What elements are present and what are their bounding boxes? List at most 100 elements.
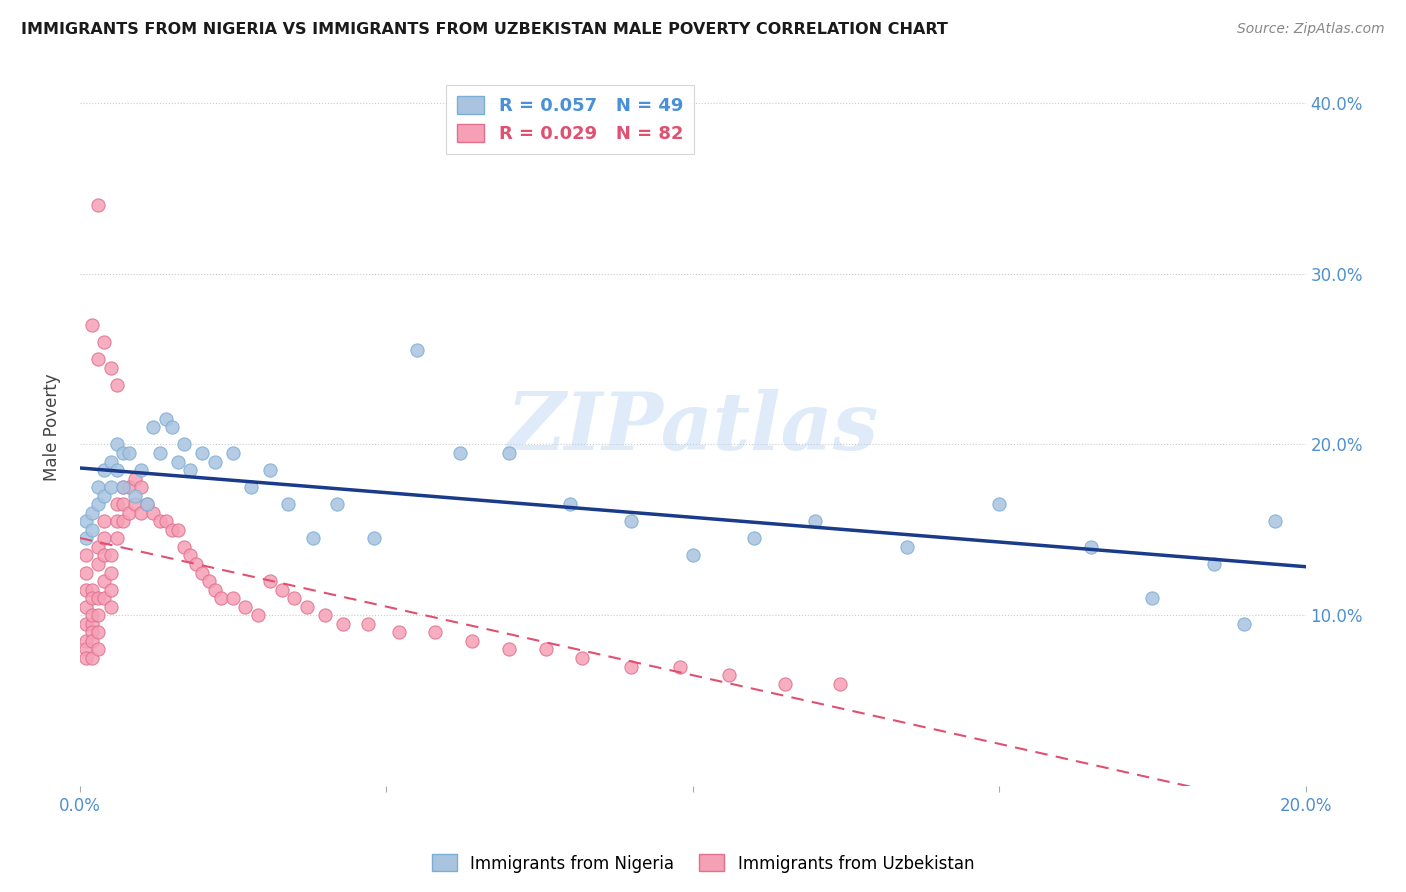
Point [387,625,409,640]
Point [82,582,104,597]
Point [209,591,232,606]
Point [179,463,201,477]
Point [87,642,110,657]
Point [167,454,190,468]
Point [75,566,97,580]
Point [160,523,183,537]
Point [259,463,281,477]
Point [105,497,128,511]
Y-axis label: Male Poverty: Male Poverty [44,374,60,481]
Point [87,557,110,571]
Point [87,540,110,554]
Point [75,651,97,665]
Point [93,591,115,606]
Point [669,659,692,673]
Point [828,676,851,690]
Point [363,532,385,546]
Point [111,480,134,494]
Point [136,497,159,511]
Point [804,514,827,528]
Point [100,566,122,580]
Point [118,506,141,520]
Point [620,659,643,673]
Point [271,582,294,597]
Text: IMMIGRANTS FROM NIGERIA VS IMMIGRANTS FROM UZBEKISTAN MALE POVERTY CORRELATION C: IMMIGRANTS FROM NIGERIA VS IMMIGRANTS FR… [21,22,948,37]
Point [301,532,323,546]
Point [105,532,128,546]
Point [773,676,796,690]
Point [111,480,134,494]
Point [93,463,115,477]
Legend: R = 0.057   N = 49, R = 0.029   N = 82: R = 0.057 N = 49, R = 0.029 N = 82 [446,85,695,154]
Point [222,446,245,460]
Point [988,497,1011,511]
Point [105,437,128,451]
Point [118,446,141,460]
Point [93,549,115,563]
Point [118,480,141,494]
Point [100,599,122,614]
Point [75,582,97,597]
Point [461,634,484,648]
Point [179,549,201,563]
Legend: Immigrants from Nigeria, Immigrants from Uzbekistan: Immigrants from Nigeria, Immigrants from… [425,847,981,880]
Point [191,446,214,460]
Point [75,514,97,528]
Point [295,599,318,614]
Point [111,497,134,511]
Point [406,343,429,358]
Point [240,480,263,494]
Point [87,591,110,606]
Point [186,557,208,571]
Point [148,514,170,528]
Point [111,446,134,460]
Point [87,198,110,212]
Point [75,532,97,546]
Point [1202,557,1225,571]
Point [93,532,115,546]
Point [75,642,97,657]
Point [1142,591,1164,606]
Point [136,497,159,511]
Point [124,497,146,511]
Point [534,642,557,657]
Point [100,549,122,563]
Point [742,532,765,546]
Point [129,463,152,477]
Text: ZIPatlas: ZIPatlas [506,389,879,467]
Point [93,334,115,349]
Point [129,506,152,520]
Point [75,599,97,614]
Point [93,574,115,588]
Point [498,642,520,657]
Point [1080,540,1102,554]
Point [246,608,269,623]
Point [204,582,226,597]
Point [283,591,305,606]
Point [204,454,226,468]
Point [100,360,122,375]
Text: Source: ZipAtlas.com: Source: ZipAtlas.com [1237,22,1385,37]
Point [75,549,97,563]
Point [82,523,104,537]
Point [155,411,177,425]
Point [124,472,146,486]
Point [100,480,122,494]
Point [277,497,299,511]
Point [100,582,122,597]
Point [100,454,122,468]
Point [82,651,104,665]
Point [105,377,128,392]
Point [357,616,380,631]
Point [173,540,195,554]
Point [682,549,704,563]
Point [167,523,190,537]
Point [93,489,115,503]
Point [718,668,741,682]
Point [105,463,128,477]
Point [87,625,110,640]
Point [87,480,110,494]
Point [425,625,447,640]
Point [191,566,214,580]
Point [142,506,165,520]
